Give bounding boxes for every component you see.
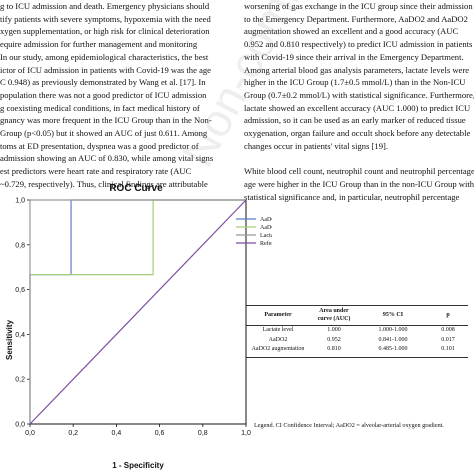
cell-auc: 1.000 (327, 327, 341, 333)
y-tick-label: 0,6 (15, 287, 25, 294)
text-line: C 0.948) as previously demonstrated by W… (0, 77, 206, 88)
x-axis-label: 1 - Specificity (112, 461, 164, 470)
text-line: age were higher in the ICU Group than in… (244, 178, 474, 189)
text-line: changes occur in patients' vital signs [… (244, 140, 389, 151)
text-line: In our study, among epidemiological char… (0, 51, 209, 62)
text-line: oxygenation, organ failure and occult sh… (244, 128, 471, 139)
text-line: gnancy was more frequent in the ICU Grou… (0, 115, 212, 126)
text-line: Among arterial blood gas analysis parame… (244, 64, 470, 75)
text-line: g to ICU admission and death. Emergency … (0, 1, 210, 11)
cell-parameter: Lactate level (262, 327, 294, 333)
y-tick-label: 0,8 (15, 242, 25, 249)
cell-ci: 0.485-1.000 (358, 345, 428, 358)
text-line (244, 152, 474, 165)
table-header-row: Parameter Area under curve (AUC) 95% CI … (246, 305, 468, 326)
legend-label: AaDO2 (260, 217, 272, 223)
text-line: equire admission for further management … (0, 39, 198, 50)
y-tick-label: 1,0 (15, 198, 25, 205)
x-tick-label: 0,8 (198, 430, 208, 437)
x-tick-label: 0,6 (155, 430, 165, 437)
text-line: xygen supplementation, or high risk for … (0, 26, 210, 37)
text-line: est predictors were heart rate and respi… (0, 166, 192, 177)
legend-label: Lactate level (260, 233, 272, 239)
cell-ci: 1.000-1.000 (378, 327, 408, 333)
text-line: toms at ED presentation, dyspnea was a g… (0, 140, 199, 151)
text-line: to the Emergency Department. Furthermore… (244, 13, 468, 24)
text-line: higher in the ICU Group (1.7±0.5 mmol/L)… (244, 77, 466, 88)
header-parameter: Parameter (246, 305, 310, 326)
y-axis-label: Sensitivity (5, 319, 14, 360)
cell-auc: 0.952 (327, 336, 341, 343)
cell-ci: 0.841-1.000 (378, 336, 408, 343)
text-line: ictor of ICU admission in patients with … (0, 64, 211, 75)
text-line: with Covid-19 since their arrival in the… (244, 51, 464, 62)
cell-p: 0.101 (428, 345, 468, 358)
text-line: lactate showed an excellent accuracy (AU… (244, 102, 471, 113)
table-legend-note: Legend. CI Confidence Interval; AaDO2 = … (254, 422, 444, 429)
y-tick-label: 0,4 (15, 332, 25, 339)
header-p: p (428, 305, 468, 326)
table-row: AaDO2 0.952 0.841-1.000 0.017 (246, 336, 468, 346)
cell-auc: 0.810 (310, 345, 358, 358)
cell-parameter: AaDO2 (268, 336, 288, 343)
text-line: Group (p<0.05) but it showed an AUC of j… (0, 128, 208, 139)
roc-series-line (29, 199, 247, 425)
text-line: population there was not a good predicto… (0, 89, 207, 100)
text-line: ~0.729, respectively). Thus, clinical fi… (0, 178, 208, 189)
cell-p: 0.017 (441, 336, 455, 343)
x-tick-label: 1,0 (241, 430, 251, 437)
y-tick-label: 0,0 (15, 422, 25, 429)
cell-p: 0.008 (441, 327, 455, 333)
legend-label: Reference line (260, 240, 272, 247)
chart-title: ROC Curve (109, 183, 163, 194)
header-auc: Area under curve (AUC) (310, 305, 358, 326)
text-line: admission showing an AUC of 0.830, while… (0, 153, 214, 164)
roc-series-line (29, 199, 246, 424)
table-row: Lactate level 1.000 1.000-1.000 0.008 (246, 326, 468, 336)
text-line: admission, so it can be used as an early… (244, 115, 466, 126)
table-row: AaDO2 augmentation 0.810 0.485-1.000 0.1… (246, 345, 468, 358)
left-text-column: g to ICU admission and death. Emergency … (0, 0, 237, 191)
text-line: augmentation showed an excellent and a g… (244, 26, 459, 37)
text-line: 0.952 and 0.810 respectively) to predict… (244, 39, 473, 50)
text-line: g coexisting medical conditions, in fact… (0, 102, 200, 113)
x-tick-label: 0,4 (112, 430, 122, 437)
x-tick-label: 0,0 (25, 430, 35, 437)
text-line: worsening of gas exchange in the ICU gro… (244, 1, 473, 11)
x-tick-label: 0,2 (68, 430, 78, 437)
right-text-column: worsening of gas exchange in the ICU gro… (244, 0, 474, 203)
header-ci: 95% CI (358, 305, 428, 326)
text-line: statistical significance and, in particu… (244, 191, 460, 202)
text-line: White blood cell count, neutrophil count… (244, 166, 474, 177)
roc-chart: 0,00,0 0,2 0,2 0,4 0,4 0,6 0,6 0,8 0,8 1,0 1,0 AaD… (5, 198, 272, 471)
text-line: tify patients with severe symptoms, hypo… (0, 13, 211, 24)
y-tick-label: 0,2 (15, 377, 25, 384)
legend-label: AaDO2 augmentation (260, 225, 272, 231)
cell-parameter: AaDO2 augmentation (246, 345, 310, 358)
text-line: Group (0.7±0.2 mmol/L) with statistical … (244, 89, 474, 100)
results-table: Parameter Area under curve (AUC) 95% CI … (246, 305, 468, 358)
